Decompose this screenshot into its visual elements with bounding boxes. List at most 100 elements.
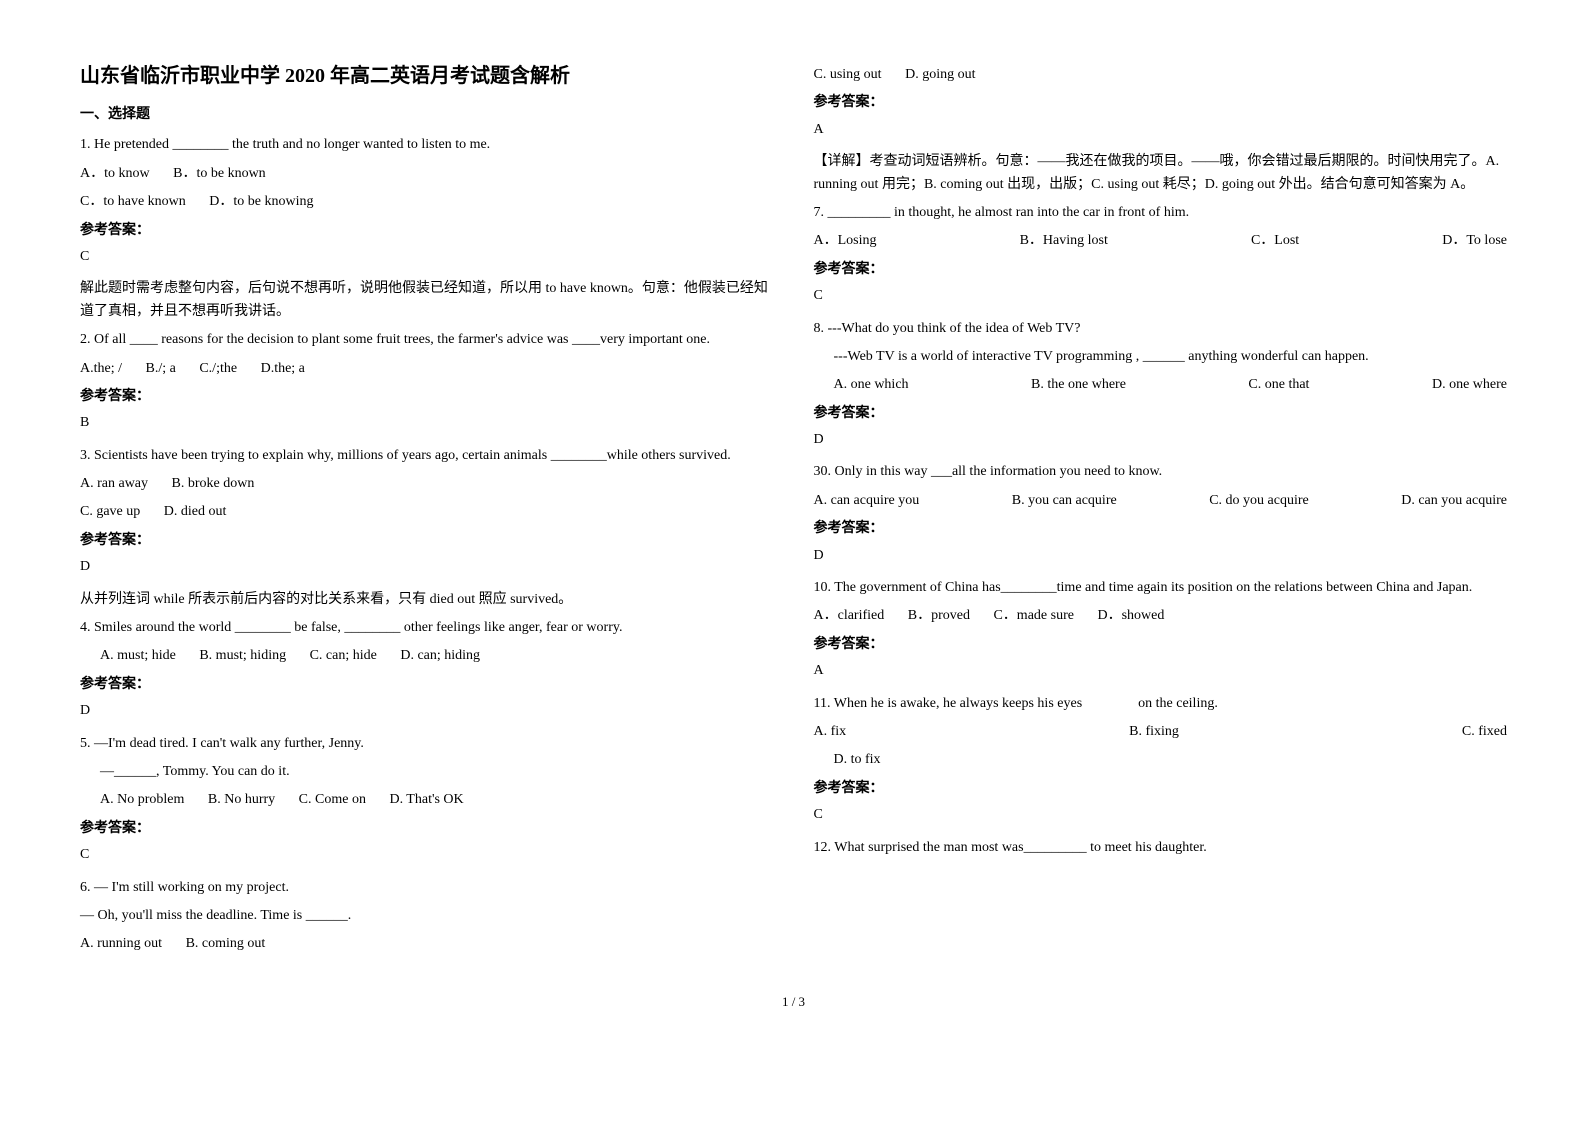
q2-ans: B: [80, 412, 774, 434]
q1-a: A．to know: [80, 163, 150, 185]
q8-d: D. one where: [1432, 374, 1507, 396]
q10-c: C．made sure: [993, 605, 1073, 627]
q3-ans-label: 参考答案：: [80, 530, 774, 552]
q7-a: A．Losing: [814, 230, 877, 252]
q3-opts-row2: C. gave up D. died out: [80, 501, 774, 523]
q4-a: A. must; hide: [100, 645, 176, 667]
q4-d: D. can; hiding: [400, 645, 480, 667]
q1-ans: C: [80, 246, 774, 268]
q6-ans: A: [814, 119, 1508, 141]
q8-opts: A. one which B. the one where C. one tha…: [834, 374, 1508, 396]
q2-b: B./; a: [146, 358, 176, 380]
q6-l1: 6. — I'm still working on my project.: [80, 877, 774, 899]
left-column: 山东省临沂市职业中学 2020 年高二英语月考试题含解析 一、选择题 1. He…: [80, 60, 774, 962]
q6-opts-row1: A. running out B. coming out: [80, 933, 774, 955]
q7-opts: A．Losing B．Having lost C．Lost D．To lose: [814, 230, 1508, 252]
q30-ans-label: 参考答案：: [814, 518, 1508, 540]
q5-l1: 5. —I'm dead tired. I can't walk any fur…: [80, 733, 774, 755]
q11-ans: C: [814, 804, 1508, 826]
q3-c: C. gave up: [80, 501, 140, 523]
q10-ans-label: 参考答案：: [814, 634, 1508, 656]
q7-d: D．To lose: [1442, 230, 1507, 252]
q1-ans-label: 参考答案：: [80, 220, 774, 242]
q5-c: C. Come on: [299, 789, 366, 811]
q11-a: A. fix: [814, 721, 847, 743]
q1-c: C．to have known: [80, 191, 186, 213]
q30-a: A. can acquire you: [814, 490, 920, 512]
q2-d: D.the; a: [261, 358, 305, 380]
q6-ans-label: 参考答案：: [814, 92, 1508, 114]
q3-stem: 3. Scientists have been trying to explai…: [80, 445, 774, 467]
q5-ans: C: [80, 844, 774, 866]
q30-d: D. can you acquire: [1401, 490, 1507, 512]
q3-d: D. died out: [164, 501, 227, 523]
page-number: 1 / 3: [80, 992, 1507, 1013]
q4-ans-label: 参考答案：: [80, 674, 774, 696]
q10-ans: A: [814, 660, 1508, 682]
q3-a: A. ran away: [80, 473, 148, 495]
q2-ans-label: 参考答案：: [80, 386, 774, 408]
q4-c: C. can; hide: [310, 645, 377, 667]
q5-b: B. No hurry: [208, 789, 275, 811]
q1-opts-row1: A．to know B．to be known: [80, 163, 774, 185]
q10-d: D．showed: [1097, 605, 1164, 627]
section-head-1: 一、选择题: [80, 104, 774, 126]
q12-stem: 12. What surprised the man most was_____…: [814, 837, 1508, 859]
q7-b: B．Having lost: [1020, 230, 1108, 252]
q8-b: B. the one where: [1031, 374, 1126, 396]
q10-a: A．clarified: [814, 605, 885, 627]
right-column: C. using out D. going out 参考答案： A 【详解】考查…: [814, 60, 1508, 962]
q11-stem: 11. When he is awake, he always keeps hi…: [814, 693, 1508, 715]
q8-c: C. one that: [1248, 374, 1309, 396]
q30-opts: A. can acquire you B. you can acquire C.…: [814, 490, 1508, 512]
q11-b: B. fixing: [1129, 721, 1179, 743]
q2-c: C./;the: [199, 358, 237, 380]
q4-opts: A. must; hide B. must; hiding C. can; hi…: [100, 645, 774, 667]
q10-opts: A．clarified B．proved C．made sure D．showe…: [814, 605, 1508, 627]
q5-l2: —______, Tommy. You can do it.: [100, 761, 774, 783]
q8-ans-label: 参考答案：: [814, 403, 1508, 425]
q1-exp: 解此题时需考虑整句内容，后句说不想再听，说明他假装已经知道，所以用 to hav…: [80, 278, 774, 323]
q6-c: C. using out: [814, 64, 882, 86]
q1-d: D．to be knowing: [209, 191, 313, 213]
q8-a: A. one which: [834, 374, 909, 396]
q5-opts: A. No problem B. No hurry C. Come on D. …: [100, 789, 774, 811]
q6-opts-row2: C. using out D. going out: [814, 64, 1508, 86]
q11-opts-row2: D. to fix: [834, 749, 1508, 771]
q8-l2: ---Web TV is a world of interactive TV p…: [834, 346, 1508, 368]
q11-d: D. to fix: [834, 749, 881, 771]
q7-ans-label: 参考答案：: [814, 259, 1508, 281]
q8-ans: D: [814, 429, 1508, 451]
q10-b: B．proved: [908, 605, 970, 627]
q5-d: D. That's OK: [389, 789, 463, 811]
q8-l1: 8. ---What do you think of the idea of W…: [814, 318, 1508, 340]
q30-stem: 30. Only in this way ___all the informat…: [814, 461, 1508, 483]
q30-b: B. you can acquire: [1012, 490, 1117, 512]
q11-ans-label: 参考答案：: [814, 778, 1508, 800]
q11-opts-row1: A. fix B. fixing C. fixed: [814, 721, 1508, 743]
q30-c: C. do you acquire: [1209, 490, 1309, 512]
q7-ans: C: [814, 285, 1508, 307]
q2-stem: 2. Of all ____ reasons for the decision …: [80, 329, 774, 351]
q30-ans: D: [814, 545, 1508, 567]
q3-opts-row1: A. ran away B. broke down: [80, 473, 774, 495]
q10-stem: 10. The government of China has________t…: [814, 577, 1508, 599]
q6-a: A. running out: [80, 933, 162, 955]
q5-ans-label: 参考答案：: [80, 818, 774, 840]
q2-a: A.the; /: [80, 358, 122, 380]
q4-ans: D: [80, 700, 774, 722]
q7-stem: 7. _________ in thought, he almost ran i…: [814, 202, 1508, 224]
q11-c: C. fixed: [1462, 721, 1507, 743]
q5-a: A. No problem: [100, 789, 184, 811]
q6-b: B. coming out: [186, 933, 266, 955]
q2-opts: A.the; / B./; a C./;the D.the; a: [80, 358, 774, 380]
q6-d: D. going out: [905, 64, 975, 86]
q3-exp: 从并列连词 while 所表示前后内容的对比关系来看，只有 died out 照…: [80, 589, 774, 611]
q1-stem: 1. He pretended ________ the truth and n…: [80, 134, 774, 156]
q6-exp: 【详解】考查动词短语辨析。句意：——我还在做我的项目。——哦，你会错过最后期限的…: [814, 151, 1508, 196]
page-container: 山东省临沂市职业中学 2020 年高二英语月考试题含解析 一、选择题 1. He…: [80, 60, 1507, 962]
q4-b: B. must; hiding: [199, 645, 286, 667]
q1-b: B．to be known: [173, 163, 266, 185]
q1-opts-row2: C．to have known D．to be knowing: [80, 191, 774, 213]
q7-c: C．Lost: [1251, 230, 1299, 252]
